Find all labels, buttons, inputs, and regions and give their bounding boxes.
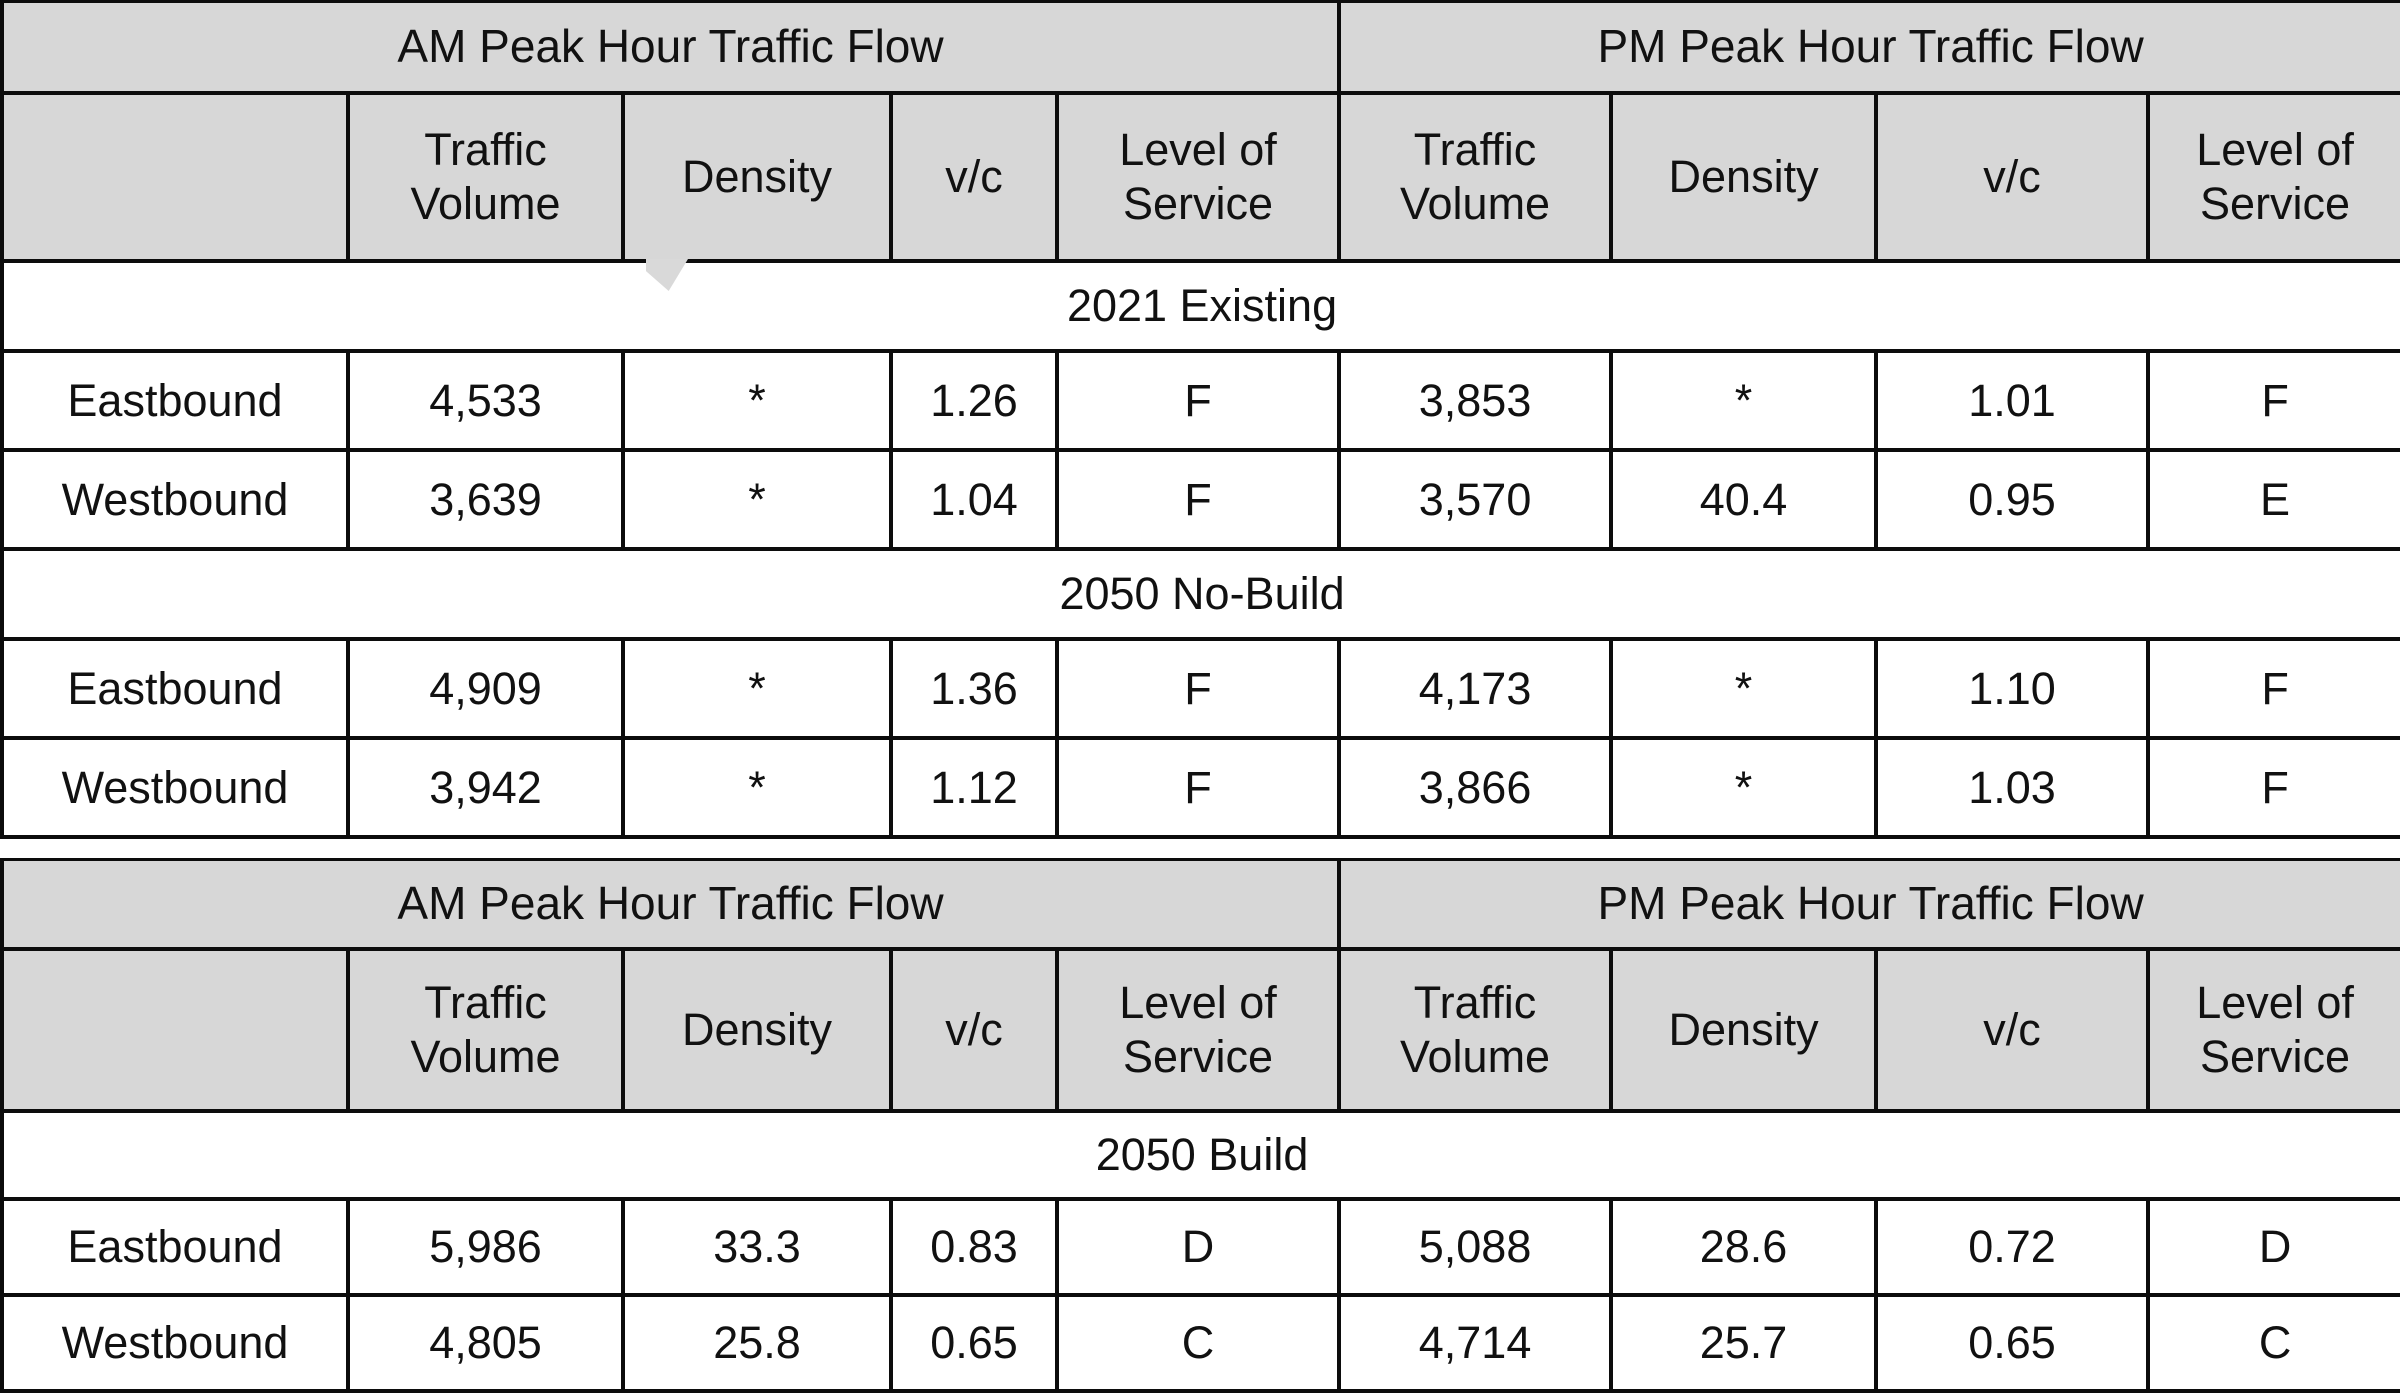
am-vc-cell: 1.26 (889, 349, 1059, 452)
table-row: Westbound 3,639 * 1.04 F 3,570 40.4 0.95… (0, 448, 2400, 551)
am-density-cell: * (621, 637, 893, 740)
am-peak-hour-header: AM Peak Hour Traffic Flow (0, 858, 1342, 951)
am-density-header: Density (621, 947, 893, 1113)
section-title-2050-build: 2050 Build (0, 1109, 2400, 1201)
pm-density-header: Density (1609, 91, 1879, 263)
am-density-cell: 33.3 (621, 1197, 893, 1297)
table-row: Eastbound 4,533 * 1.26 F 3,853 * 1.01 F (0, 349, 2400, 452)
am-density-cell: 25.8 (621, 1293, 893, 1393)
section-title-2050-no-build: 2050 No-Build (0, 547, 2400, 641)
pm-density-cell: 28.6 (1609, 1197, 1879, 1297)
am-vc-header: v/c (889, 91, 1059, 263)
empty-corner-cell (0, 91, 350, 263)
am-vc-cell: 0.83 (889, 1197, 1059, 1297)
am-traffic-volume-cell: 4,533 (346, 349, 625, 452)
row-label: Westbound (0, 1293, 350, 1393)
am-traffic-volume-cell: 4,909 (346, 637, 625, 740)
pm-vc-cell: 0.95 (1874, 448, 2151, 551)
row-label: Westbound (0, 448, 350, 551)
am-traffic-volume-cell: 4,805 (346, 1293, 625, 1393)
traffic-flow-table-top: AM Peak Hour Traffic Flow PM Peak Hour T… (0, 0, 2400, 839)
pm-traffic-volume-cell: 4,173 (1337, 637, 1614, 740)
pm-traffic-volume-cell: 3,570 (1337, 448, 1614, 551)
pm-vc-cell: 1.03 (1874, 736, 2151, 839)
pm-vc-cell: 1.01 (1874, 349, 2151, 452)
pm-los-header: Level of Service (2146, 947, 2400, 1113)
am-density-cell: * (621, 349, 893, 452)
pm-los-header: Level of Service (2146, 91, 2400, 263)
pm-density-cell: 25.7 (1609, 1293, 1879, 1393)
pm-los-cell: C (2146, 1293, 2400, 1393)
am-peak-hour-header: AM Peak Hour Traffic Flow (0, 0, 1342, 95)
pm-density-cell: 40.4 (1609, 448, 1879, 551)
pm-density-cell: * (1609, 349, 1879, 452)
am-density-header: Density (621, 91, 893, 263)
table-row: Westbound 3,942 * 1.12 F 3,866 * 1.03 F (0, 736, 2400, 839)
am-traffic-volume-header: Traffic Volume (346, 91, 625, 263)
am-los-cell: D (1054, 1197, 1342, 1297)
am-vc-cell: 0.65 (889, 1293, 1059, 1393)
am-vc-cell: 1.04 (889, 448, 1059, 551)
table-row: Westbound 4,805 25.8 0.65 C 4,714 25.7 0… (0, 1293, 2400, 1393)
pm-peak-hour-header: PM Peak Hour Traffic Flow (1337, 0, 2400, 95)
pm-vc-header: v/c (1874, 91, 2151, 263)
pm-traffic-volume-cell: 3,853 (1337, 349, 1614, 452)
pm-density-cell: * (1609, 736, 1879, 839)
pm-traffic-volume-cell: 3,866 (1337, 736, 1614, 839)
row-label: Westbound (0, 736, 350, 839)
am-density-cell: * (621, 448, 893, 551)
pm-vc-cell: 0.65 (1874, 1293, 2151, 1393)
pm-los-cell: E (2146, 448, 2400, 551)
table-row: Eastbound 4,909 * 1.36 F 4,173 * 1.10 F (0, 637, 2400, 740)
am-vc-cell: 1.12 (889, 736, 1059, 839)
am-los-header: Level of Service (1054, 91, 1342, 263)
empty-corner-cell (0, 947, 350, 1113)
am-los-cell: F (1054, 637, 1342, 740)
pm-los-cell: F (2146, 349, 2400, 452)
pm-traffic-volume-cell: 5,088 (1337, 1197, 1614, 1297)
section-title-2021-existing: 2021 Existing (0, 259, 2400, 353)
pm-traffic-volume-cell: 4,714 (1337, 1293, 1614, 1393)
am-los-cell: C (1054, 1293, 1342, 1393)
pm-traffic-volume-header: Traffic Volume (1337, 947, 1614, 1113)
pm-vc-header: v/c (1874, 947, 2151, 1113)
pm-traffic-volume-header: Traffic Volume (1337, 91, 1614, 263)
am-los-cell: F (1054, 448, 1342, 551)
row-label: Eastbound (0, 1197, 350, 1297)
am-traffic-volume-cell: 3,942 (346, 736, 625, 839)
row-label: Eastbound (0, 637, 350, 740)
am-vc-header: v/c (889, 947, 1059, 1113)
pm-peak-hour-header: PM Peak Hour Traffic Flow (1337, 858, 2400, 951)
pm-los-cell: F (2146, 637, 2400, 740)
pm-vc-cell: 0.72 (1874, 1197, 2151, 1297)
am-density-cell: * (621, 736, 893, 839)
pm-los-cell: D (2146, 1197, 2400, 1297)
am-vc-cell: 1.36 (889, 637, 1059, 740)
am-traffic-volume-cell: 3,639 (346, 448, 625, 551)
traffic-flow-table-bottom: AM Peak Hour Traffic Flow PM Peak Hour T… (0, 858, 2400, 1393)
pm-density-cell: * (1609, 637, 1879, 740)
table-row: Eastbound 5,986 33.3 0.83 D 5,088 28.6 0… (0, 1197, 2400, 1297)
am-los-cell: F (1054, 349, 1342, 452)
pm-los-cell: F (2146, 736, 2400, 839)
am-los-header: Level of Service (1054, 947, 1342, 1113)
row-label: Eastbound (0, 349, 350, 452)
pm-vc-cell: 1.10 (1874, 637, 2151, 740)
pm-density-header: Density (1609, 947, 1879, 1113)
am-traffic-volume-header: Traffic Volume (346, 947, 625, 1113)
am-traffic-volume-cell: 5,986 (346, 1197, 625, 1297)
am-los-cell: F (1054, 736, 1342, 839)
